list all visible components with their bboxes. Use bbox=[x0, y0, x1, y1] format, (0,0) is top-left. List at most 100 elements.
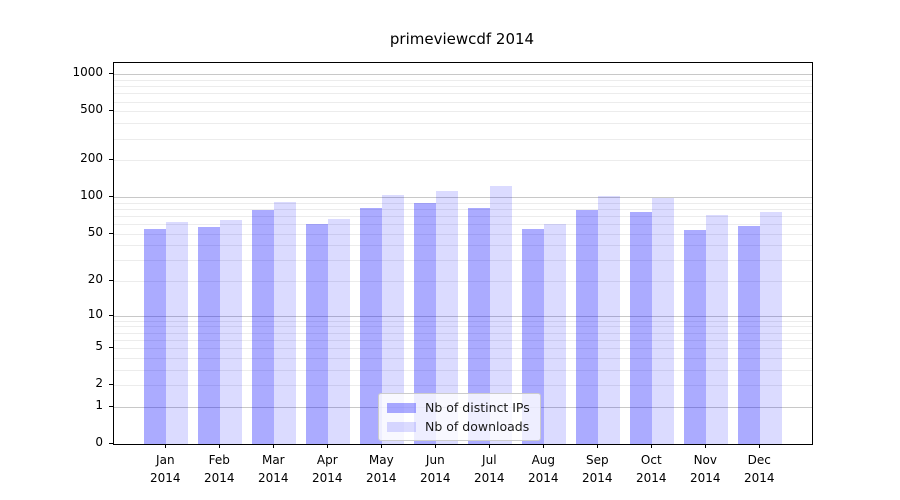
gridline-20 bbox=[114, 281, 812, 283]
x-tick-mar bbox=[273, 444, 275, 448]
gridline-60 bbox=[114, 224, 812, 225]
gridline-1000 bbox=[114, 74, 812, 76]
x-tick-label-dec: Dec 2014 bbox=[744, 453, 775, 485]
bar-jun-downloads bbox=[436, 191, 459, 444]
bar-dec-distinct-ips bbox=[738, 225, 761, 444]
bar-aug-distinct-ips bbox=[522, 228, 545, 444]
x-tick-sep bbox=[597, 444, 599, 448]
gridline-50 bbox=[114, 233, 812, 235]
bar-jan-distinct-ips bbox=[144, 228, 167, 444]
legend: Nb of distinct IPs Nb of downloads bbox=[378, 393, 541, 441]
gridline-2 bbox=[114, 385, 812, 387]
x-tick-label-oct: Oct 2014 bbox=[636, 453, 667, 485]
x-tick-jan bbox=[165, 444, 167, 448]
gridline-600 bbox=[114, 101, 812, 103]
y-tick-label-1: 1 bbox=[95, 397, 103, 412]
bar-feb-distinct-ips bbox=[198, 226, 221, 444]
bar-sep-downloads bbox=[598, 196, 621, 444]
gridline-100 bbox=[114, 197, 812, 199]
x-tick-may bbox=[381, 444, 383, 448]
x-tick-label-mar: Mar 2014 bbox=[258, 453, 289, 485]
bar-may-distinct-ips bbox=[360, 207, 383, 444]
y-tick-20 bbox=[109, 280, 113, 282]
gridline-40 bbox=[114, 245, 812, 247]
bar-jan-downloads bbox=[166, 221, 189, 444]
gridline-10 bbox=[114, 315, 812, 317]
y-tick-500 bbox=[109, 110, 113, 112]
y-tick-5 bbox=[109, 347, 113, 349]
gridline-7 bbox=[114, 332, 812, 334]
x-tick-label-jun: Jun 2014 bbox=[420, 453, 451, 485]
bar-sep-distinct-ips bbox=[576, 210, 599, 444]
x-tick-label-jul: Jul 2014 bbox=[474, 453, 505, 485]
x-tick-label-feb: Feb 2014 bbox=[204, 453, 235, 485]
x-tick-label-nov: Nov 2014 bbox=[690, 453, 721, 485]
bar-oct-downloads bbox=[652, 198, 675, 444]
y-tick-label-50: 50 bbox=[87, 224, 103, 239]
bar-nov-distinct-ips bbox=[684, 229, 707, 444]
gridline-8 bbox=[114, 326, 812, 328]
bar-mar-distinct-ips bbox=[252, 210, 275, 444]
bar-oct-distinct-ips bbox=[630, 212, 653, 444]
bar-apr-distinct-ips bbox=[306, 224, 329, 444]
y-tick-200 bbox=[109, 159, 113, 161]
y-tick-label-500: 500 bbox=[80, 102, 103, 117]
y-tick-label-1000: 1000 bbox=[72, 65, 103, 80]
gridline-30 bbox=[114, 260, 812, 262]
y-tick-label-10: 10 bbox=[87, 306, 103, 321]
gridline-90 bbox=[114, 202, 812, 204]
x-tick-aug bbox=[543, 444, 545, 448]
gridline-800 bbox=[114, 86, 812, 88]
legend-label-distinct-ips: Nb of distinct IPs bbox=[425, 400, 530, 415]
x-tick-jun bbox=[435, 444, 437, 448]
x-tick-jul bbox=[489, 444, 491, 448]
y-tick-label-20: 20 bbox=[87, 272, 103, 287]
x-tick-oct bbox=[651, 444, 653, 448]
bar-apr-downloads bbox=[328, 219, 351, 444]
y-tick-label-100: 100 bbox=[80, 188, 103, 203]
legend-label-downloads: Nb of downloads bbox=[425, 419, 530, 434]
legend-swatch-downloads bbox=[387, 421, 416, 432]
y-tick-label-200: 200 bbox=[80, 151, 103, 166]
gridline-4 bbox=[114, 357, 812, 359]
bar-aug-downloads bbox=[544, 224, 567, 444]
x-tick-label-apr: Apr 2014 bbox=[312, 453, 343, 485]
gridline-700 bbox=[114, 93, 812, 95]
x-tick-label-may: May 2014 bbox=[366, 453, 397, 485]
gridline-3 bbox=[114, 369, 812, 371]
y-tick-2 bbox=[109, 384, 113, 386]
gridline-80 bbox=[114, 208, 812, 210]
y-tick-0 bbox=[109, 443, 113, 444]
gridline-900 bbox=[114, 80, 812, 81]
bar-jul-distinct-ips bbox=[468, 207, 491, 444]
legend-row: Nb of downloads bbox=[387, 419, 530, 434]
chart-title: primeviewcdf 2014 bbox=[389, 30, 535, 48]
bar-dec-downloads bbox=[760, 212, 783, 444]
y-tick-50 bbox=[109, 232, 113, 234]
gridline-9 bbox=[114, 320, 812, 322]
x-tick-feb bbox=[219, 444, 221, 448]
gridline-70 bbox=[114, 215, 812, 217]
bar-feb-downloads bbox=[220, 219, 243, 444]
bar-nov-downloads bbox=[706, 215, 729, 444]
bar-may-downloads bbox=[382, 194, 405, 444]
gridline-5 bbox=[114, 348, 812, 350]
legend-swatch-distinct-ips bbox=[387, 402, 416, 413]
y-tick-label-5: 5 bbox=[95, 339, 103, 354]
y-tick-1000 bbox=[109, 73, 113, 75]
plot-area: Nb of distinct IPs Nb of downloads bbox=[113, 62, 813, 445]
x-tick-nov bbox=[705, 444, 707, 448]
gridline-200 bbox=[114, 160, 812, 162]
y-tick-label-2: 2 bbox=[95, 376, 103, 391]
bar-mar-downloads bbox=[274, 201, 297, 444]
gridline-6 bbox=[114, 339, 812, 341]
bar-jul-downloads bbox=[490, 185, 513, 444]
y-tick-100 bbox=[109, 196, 113, 198]
y-tick-10 bbox=[109, 314, 113, 316]
x-tick-label-jan: Jan 2014 bbox=[150, 453, 181, 485]
gridline-400 bbox=[114, 123, 812, 125]
x-tick-label-sep: Sep 2014 bbox=[582, 453, 613, 485]
gridline-500 bbox=[114, 111, 812, 113]
y-tick-label-0: 0 bbox=[95, 435, 103, 449]
